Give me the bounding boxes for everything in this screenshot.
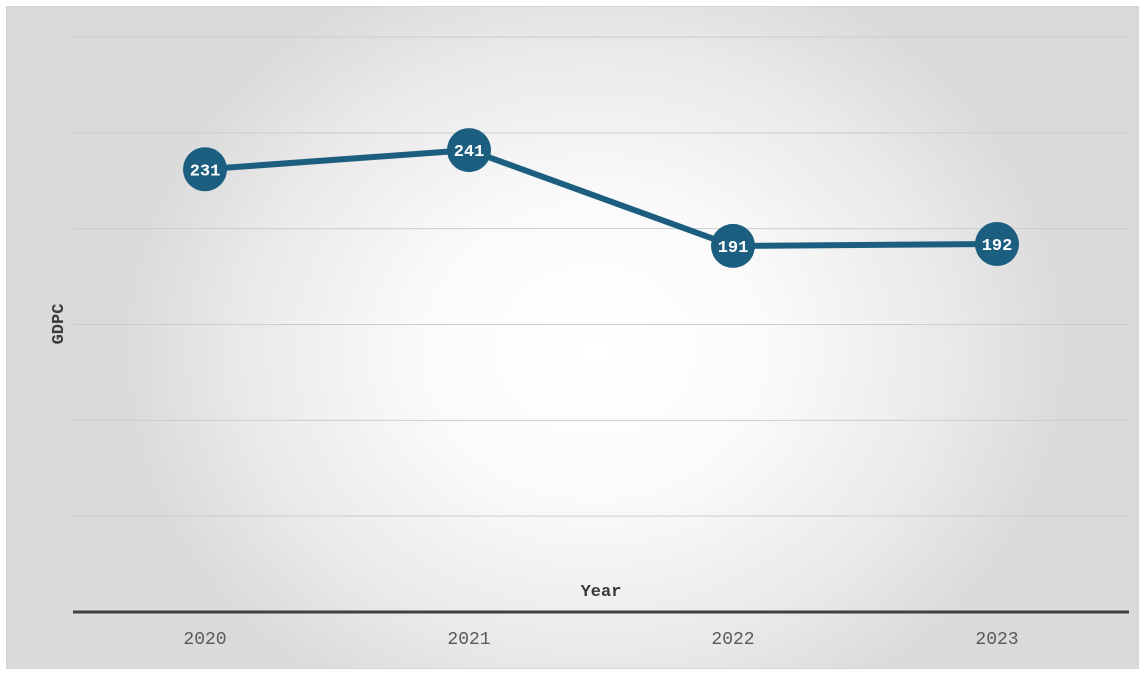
x-axis-title: Year (581, 583, 622, 602)
data-label: 231 (190, 162, 221, 181)
x-tick-label: 2020 (183, 630, 226, 650)
data-label: 241 (454, 143, 485, 162)
x-tick-label: 2022 (711, 630, 754, 650)
x-tick-label: 2023 (975, 630, 1018, 650)
gridlines (73, 36, 1129, 517)
data-points: 231 241 191 192 (183, 128, 1019, 268)
x-axis-tick-labels: 2020 2021 2022 2023 (183, 630, 1018, 650)
x-tick-label: 2021 (447, 630, 490, 650)
series-line (204, 147, 998, 249)
chart-area (6, 6, 1139, 669)
data-point-marker (975, 222, 1019, 266)
data-point-marker (447, 128, 491, 173)
y-axis-title: GDPC (50, 304, 69, 345)
data-point-marker (183, 147, 227, 192)
data-label: 192 (982, 237, 1013, 256)
data-point-marker (711, 223, 755, 268)
data-label: 191 (718, 239, 749, 258)
